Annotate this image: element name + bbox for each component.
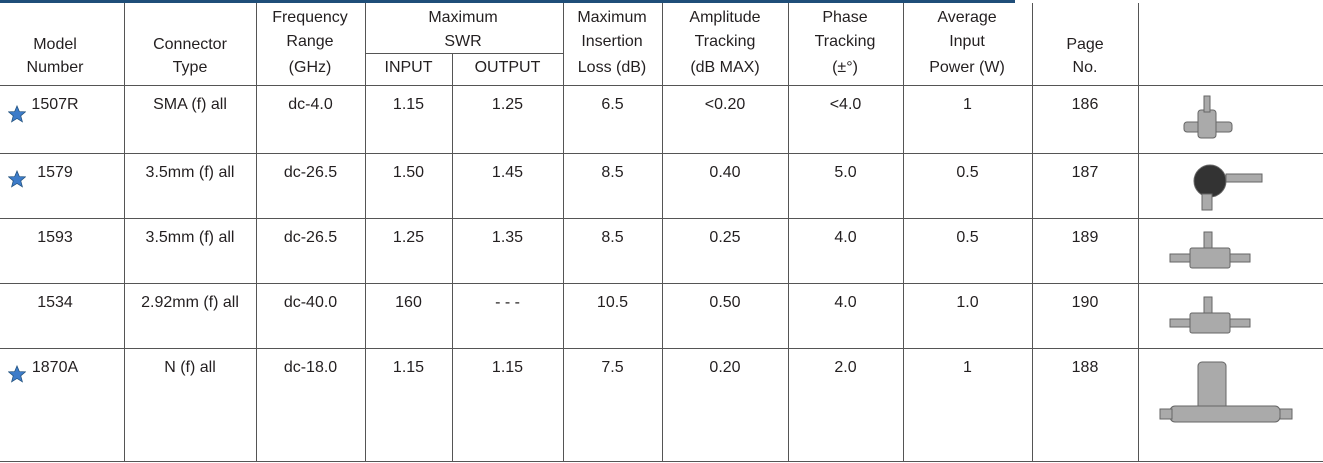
- header-text: (GHz): [288, 59, 332, 76]
- cell-text: 1: [963, 359, 972, 376]
- cell-text: dc-4.0: [288, 96, 333, 113]
- cell-text: 188: [1071, 359, 1099, 376]
- star-icon: [8, 365, 26, 383]
- row-rule: [0, 218, 1323, 219]
- col-rule: [903, 3, 904, 461]
- cell-text: 1.35: [491, 229, 524, 246]
- cell-text: 1.25: [392, 229, 425, 246]
- row-rule: [0, 461, 1323, 462]
- cell-text: 7.5: [601, 359, 624, 376]
- cell-text: SMA (f) all: [153, 96, 227, 113]
- cell-text: 3.5mm (f) all: [145, 229, 235, 246]
- cell-text: 3.5mm (f) all: [145, 164, 235, 181]
- cell-text: 8.5: [601, 164, 624, 181]
- row-rule: [0, 153, 1323, 154]
- subheader-text: INPUT: [384, 59, 433, 76]
- cell-text: 1.0: [956, 294, 979, 311]
- cell-text: 160: [395, 294, 422, 311]
- cell-text: dc-26.5: [283, 229, 338, 246]
- swr-rule: [365, 53, 563, 54]
- cell-text: dc-18.0: [283, 359, 338, 376]
- cell-text: 1579: [37, 164, 73, 181]
- header-text: Model: [33, 36, 77, 53]
- star-icon: [8, 170, 26, 188]
- header-text: Phase: [822, 9, 868, 26]
- cell-text: dc-26.5: [283, 164, 338, 181]
- cell-text: 6.5: [601, 96, 624, 113]
- top-rule: [0, 0, 1015, 3]
- header-text: Maximum: [428, 9, 498, 26]
- col-rule: [1032, 3, 1033, 461]
- cell-text: 1.50: [392, 164, 425, 181]
- product-images: [1159, 95, 1293, 423]
- cell-text: 0.5: [956, 229, 979, 246]
- header-text: (±°): [832, 59, 858, 76]
- cell-text: 1507R: [31, 96, 79, 113]
- subheader-text: OUTPUT: [474, 59, 541, 76]
- star-icon: [8, 105, 26, 123]
- header-text: Amplitude: [689, 9, 761, 26]
- cell-text: 5.0: [834, 164, 857, 181]
- cell-text: 0.40: [709, 164, 741, 181]
- header-text: Power (W): [929, 59, 1005, 76]
- row-rule: [0, 348, 1323, 349]
- cell-text: dc-40.0: [283, 294, 338, 311]
- row-rule: [0, 283, 1323, 284]
- cell-text: <4.0: [829, 96, 862, 113]
- cell-text: 1.15: [392, 359, 425, 376]
- cell-text: 186: [1071, 96, 1099, 113]
- cell-text: - - -: [495, 294, 520, 311]
- cell-text: 189: [1071, 229, 1099, 246]
- header-text: SWR: [444, 33, 482, 50]
- header-text: No.: [1072, 59, 1098, 76]
- row-rule: [0, 85, 1323, 86]
- cell-text: 0.5: [956, 164, 979, 181]
- cell-text: 1: [963, 96, 972, 113]
- cell-text: 0.20: [709, 359, 741, 376]
- col-rule: [662, 3, 663, 461]
- cell-text: 1.25: [491, 96, 524, 113]
- header-text: (dB MAX): [690, 59, 760, 76]
- cell-text: 8.5: [601, 229, 624, 246]
- header-text: Range: [286, 33, 334, 50]
- cell-text: <0.20: [704, 96, 746, 113]
- cell-text: 4.0: [834, 294, 857, 311]
- cell-text: 1593: [37, 229, 73, 246]
- cell-text: 1870A: [31, 359, 79, 376]
- col-rule: [788, 3, 789, 461]
- header-text: Tracking: [694, 33, 756, 50]
- cell-text: 2.0: [834, 359, 857, 376]
- header-text: Loss (dB): [577, 59, 647, 76]
- cell-text: N (f) all: [164, 359, 216, 376]
- cell-text: 1.45: [491, 164, 524, 181]
- header-text: Maximum: [577, 9, 647, 26]
- header-text: Frequency: [272, 9, 348, 26]
- header-text: Number: [26, 59, 84, 76]
- col-rule: [563, 3, 564, 461]
- col-rule: [124, 3, 125, 461]
- cell-text: 187: [1071, 164, 1099, 181]
- cell-text: 0.50: [709, 294, 741, 311]
- cell-text: 4.0: [834, 229, 857, 246]
- cell-text: 1.15: [392, 96, 425, 113]
- cell-text: 190: [1071, 294, 1099, 311]
- cell-text: 0.25: [709, 229, 741, 246]
- col-rule: [256, 3, 257, 461]
- header-text: Tracking: [814, 33, 876, 50]
- header-text: Input: [949, 33, 985, 50]
- cell-text: 1.15: [491, 359, 524, 376]
- cell-text: 10.5: [596, 294, 629, 311]
- header-text: Type: [172, 59, 208, 76]
- col-rule: [1138, 3, 1139, 461]
- col-rule: [365, 3, 366, 461]
- col-rule: [452, 53, 453, 461]
- cell-text: 2.92mm (f) all: [141, 294, 239, 311]
- header-text: Insertion: [581, 33, 643, 50]
- header-text: Page: [1066, 36, 1104, 53]
- header-text: Connector: [153, 36, 227, 53]
- cell-text: 1534: [37, 294, 73, 311]
- header-text: Average: [937, 9, 997, 26]
